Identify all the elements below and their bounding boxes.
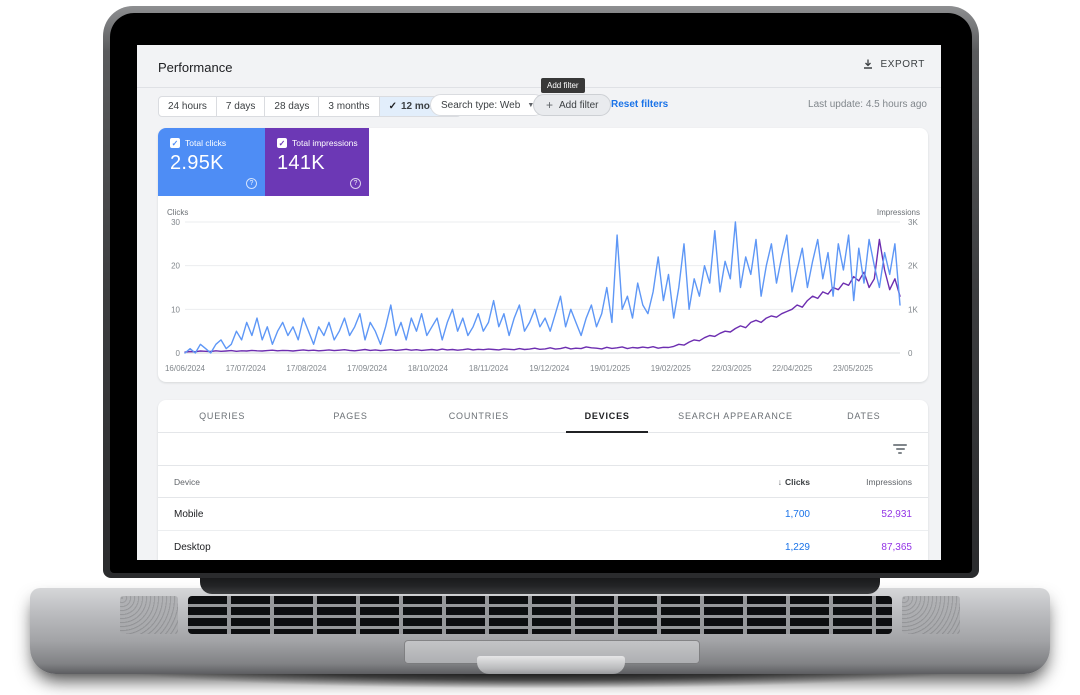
laptop-speaker-left bbox=[120, 596, 178, 634]
svg-text:30: 30 bbox=[171, 218, 180, 227]
metric-value: 141K bbox=[277, 152, 325, 174]
add-filter-tooltip: Add filter bbox=[541, 78, 585, 93]
tab-countries[interactable]: COUNTRIES bbox=[448, 411, 509, 421]
svg-text:20: 20 bbox=[171, 262, 180, 271]
impressions-cell: 52,931 bbox=[881, 508, 912, 520]
svg-text:3K: 3K bbox=[908, 218, 918, 227]
column-header-impressions[interactable]: Impressions bbox=[866, 476, 912, 487]
column-header-clicks[interactable]: ↓ Clicks bbox=[777, 476, 810, 487]
dimensions-card: QUERIES PAGES COUNTRIES DEVICES SEARCH A… bbox=[158, 400, 928, 560]
download-icon bbox=[864, 59, 873, 69]
table-row-mobile[interactable]: Mobile 1,700 52,931 bbox=[158, 498, 928, 531]
performance-chart-card: ✓ Total clicks 2.95K ? ✓ Total impressio… bbox=[158, 128, 928, 382]
tab-search-appearance[interactable]: SEARCH APPEARANCE bbox=[678, 411, 793, 421]
laptop-speaker-right bbox=[902, 596, 960, 634]
add-filter-button[interactable]: + Add filter bbox=[533, 94, 612, 116]
checkbox-checked-icon[interactable]: ✓ bbox=[277, 138, 287, 148]
svg-text:18/10/2024: 18/10/2024 bbox=[408, 364, 449, 373]
tab-pages[interactable]: PAGES bbox=[333, 411, 368, 421]
tab-devices[interactable]: DEVICES bbox=[543, 400, 671, 433]
search-type-label: Search type: Web bbox=[441, 99, 521, 111]
column-header-device[interactable]: Device bbox=[174, 476, 200, 487]
svg-text:19/02/2025: 19/02/2025 bbox=[651, 364, 692, 373]
metric-label: Total clicks bbox=[185, 138, 227, 148]
svg-text:19/01/2025: 19/01/2025 bbox=[590, 364, 631, 373]
table-row-desktop[interactable]: Desktop 1,229 87,365 bbox=[158, 531, 928, 560]
search-type-dropdown[interactable]: Search type: Web ▼ bbox=[430, 94, 546, 116]
filters-row: 24 hours 7 days 28 days 3 months ✓ 12 mon… bbox=[137, 78, 941, 127]
device-cell: Desktop bbox=[174, 541, 211, 553]
performance-chart-svg[interactable]: 0 0 10 1K 20 2K 30 3K Clicks Impressions 16/06/202… bbox=[158, 128, 928, 380]
svg-text:17/07/2024: 17/07/2024 bbox=[226, 364, 267, 373]
sort-desc-icon: ↓ bbox=[777, 476, 782, 487]
tab-dates[interactable]: DATES bbox=[847, 411, 881, 421]
add-filter-label: Add filter bbox=[559, 99, 599, 111]
plus-icon: + bbox=[546, 98, 554, 112]
last-update-text: Last update: 4.5 hours ago bbox=[808, 99, 927, 110]
table-toolbar bbox=[158, 433, 928, 466]
svg-text:22/03/2025: 22/03/2025 bbox=[712, 364, 753, 373]
filter-list-icon[interactable] bbox=[892, 444, 908, 456]
table-header-row: Device ↓ Clicks Impressions bbox=[158, 466, 928, 498]
chevron-down-icon: ▼ bbox=[527, 101, 535, 109]
topbar: Performance EXPORT bbox=[137, 45, 941, 88]
help-icon[interactable]: ? bbox=[246, 178, 257, 189]
svg-text:10: 10 bbox=[171, 305, 180, 314]
page-title: Performance bbox=[158, 60, 233, 75]
clicks-cell: 1,700 bbox=[784, 508, 810, 520]
svg-text:0: 0 bbox=[176, 349, 181, 358]
laptop-lid-notch bbox=[477, 656, 625, 674]
clicks-cell: 1,229 bbox=[784, 541, 810, 553]
laptop-keyboard bbox=[188, 596, 892, 634]
metric-label: Total impressions bbox=[292, 138, 358, 148]
chip-24-hours[interactable]: 24 hours bbox=[159, 97, 217, 116]
reset-filters-link[interactable]: Reset filters bbox=[611, 99, 669, 110]
svg-text:Impressions: Impressions bbox=[877, 208, 920, 217]
chip-7-days[interactable]: 7 days bbox=[217, 97, 266, 116]
help-icon[interactable]: ? bbox=[350, 178, 361, 189]
checkbox-checked-icon[interactable]: ✓ bbox=[170, 138, 180, 148]
svg-text:18/11/2024: 18/11/2024 bbox=[469, 364, 509, 373]
svg-text:23/05/2025: 23/05/2025 bbox=[833, 364, 874, 373]
svg-text:22/04/2025: 22/04/2025 bbox=[772, 364, 813, 373]
svg-text:17/09/2024: 17/09/2024 bbox=[347, 364, 388, 373]
metric-value: 2.95K bbox=[170, 152, 224, 174]
total-clicks-card[interactable]: ✓ Total clicks 2.95K ? bbox=[158, 128, 265, 196]
svg-text:0: 0 bbox=[908, 349, 913, 358]
svg-text:Clicks: Clicks bbox=[167, 208, 188, 217]
tab-queries[interactable]: QUERIES bbox=[199, 411, 246, 421]
svg-text:19/12/2024: 19/12/2024 bbox=[529, 364, 570, 373]
dimension-tabs: QUERIES PAGES COUNTRIES DEVICES SEARCH A… bbox=[158, 400, 928, 433]
svg-text:1K: 1K bbox=[908, 305, 918, 314]
device-cell: Mobile bbox=[174, 508, 204, 520]
impressions-cell: 87,365 bbox=[881, 541, 912, 553]
svg-text:2K: 2K bbox=[908, 262, 918, 271]
checkmark-icon: ✓ bbox=[388, 101, 397, 112]
export-label: EXPORT bbox=[880, 58, 925, 70]
chip-3-months[interactable]: 3 months bbox=[319, 97, 380, 116]
search-console-screen: Performance EXPORT 24 hours 7 days 28 da… bbox=[137, 45, 941, 560]
date-range-chips: 24 hours 7 days 28 days 3 months ✓ 12 mon… bbox=[158, 96, 461, 117]
export-button[interactable]: EXPORT bbox=[862, 58, 925, 70]
chip-28-days[interactable]: 28 days bbox=[265, 97, 320, 116]
total-impressions-card[interactable]: ✓ Total impressions 141K ? bbox=[265, 128, 369, 196]
svg-text:17/08/2024: 17/08/2024 bbox=[286, 364, 327, 373]
svg-text:16/06/2024: 16/06/2024 bbox=[165, 364, 206, 373]
